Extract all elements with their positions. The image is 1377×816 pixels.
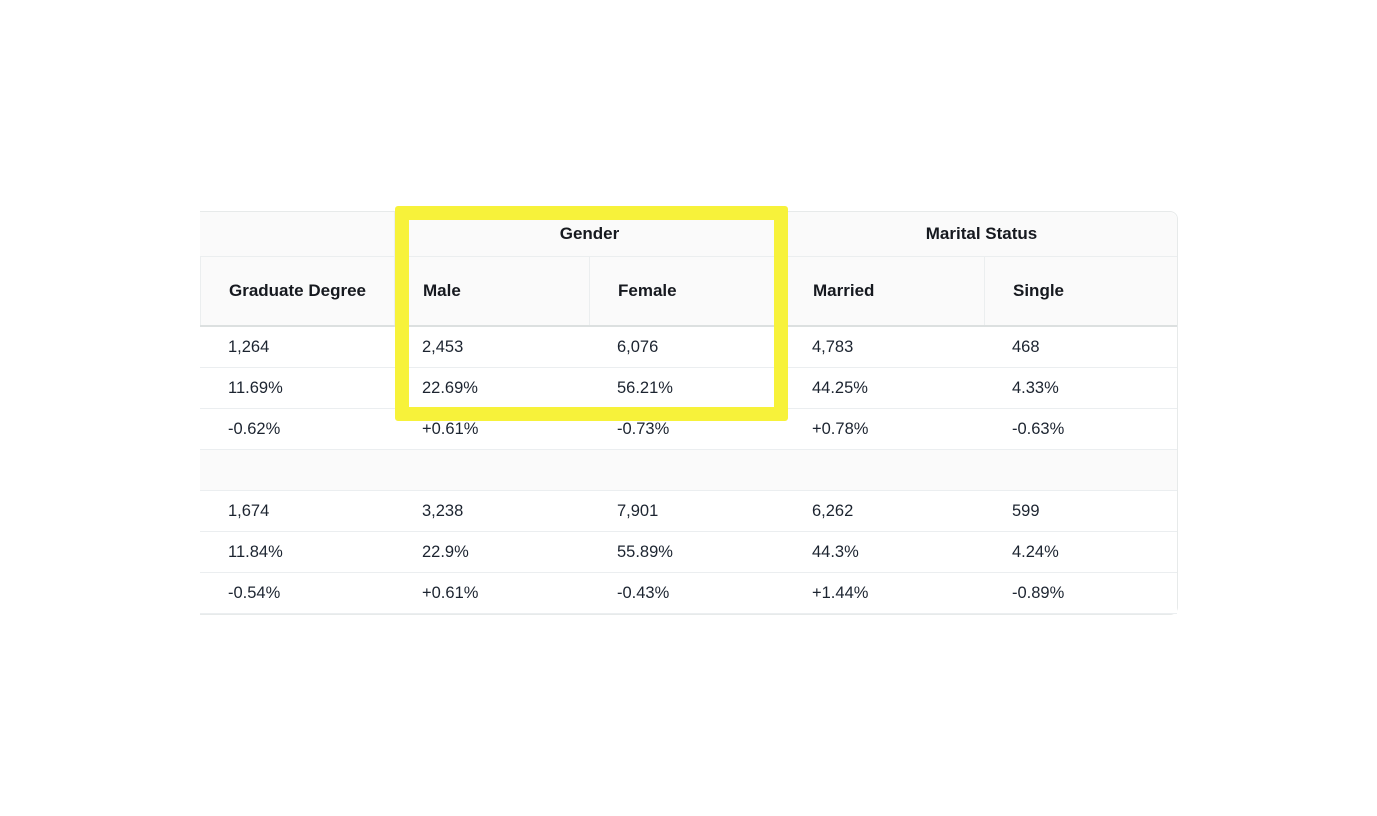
column-header-single: Single: [984, 257, 1178, 325]
group-header-marital-status-label: Marital Status: [925, 224, 1038, 243]
table-cell: 55.89%: [617, 542, 673, 561]
group-header-blank: [200, 212, 394, 256]
table-cell: -0.73%: [617, 419, 670, 438]
table-cell: 22.69%: [422, 378, 478, 397]
table-cell: 11.84%: [228, 542, 283, 561]
table-cell: -0.54%: [228, 583, 281, 602]
table-cell: 2,453: [422, 337, 464, 356]
table-row: 11.84% 22.9% 55.89% 44.3% 4.24%: [200, 532, 1177, 573]
table-cell: 1,674: [228, 501, 270, 520]
table-cell: 22.9%: [422, 542, 469, 561]
pivot-table: Gender Marital Status Graduate Degree Ma…: [200, 211, 1178, 615]
column-header-male: Male: [394, 257, 589, 325]
table-cell: +0.61%: [422, 419, 479, 438]
table-cell: -0.43%: [617, 583, 670, 602]
table-cell: 6,076: [617, 337, 659, 356]
table-row: 1,674 3,238 7,901 6,262 599: [200, 491, 1177, 532]
table-cell: 599: [1012, 501, 1040, 520]
table-row: -0.54% +0.61% -0.43% +1.44% -0.89%: [200, 573, 1177, 614]
table-cell: 3,238: [422, 501, 464, 520]
table-cell: +0.61%: [422, 583, 479, 602]
table-cell: 56.21%: [617, 378, 673, 397]
table-cell: 4.24%: [1012, 542, 1059, 561]
table-cell: 468: [1012, 337, 1040, 356]
table-group-header-row: Gender Marital Status: [200, 212, 1177, 257]
column-header-female: Female: [589, 257, 784, 325]
group-header-gender-label: Gender: [559, 224, 620, 243]
table-cell: 6,262: [812, 501, 854, 520]
table-row: -0.62% +0.61% -0.73% +0.78% -0.63%: [200, 409, 1177, 450]
table-cell: -0.63%: [1012, 419, 1065, 438]
table-cell: 7,901: [617, 501, 659, 520]
table-cell: -0.62%: [228, 419, 281, 438]
table-body: 1,264 2,453 6,076 4,783 468 11.69% 22.69% 56.21…: [200, 327, 1177, 614]
table-cell: 4.33%: [1012, 378, 1059, 397]
table-cell: 44.25%: [812, 378, 868, 397]
table-cell: 44.3%: [812, 542, 859, 561]
table-spacer-row: [200, 450, 1177, 491]
table-column-header-row: Graduate Degree Male Female Married Sing…: [200, 257, 1177, 327]
table-row: 1,264 2,453 6,076 4,783 468: [200, 327, 1177, 368]
table-cell: 11.69%: [228, 378, 283, 397]
table-cell: 4,783: [812, 337, 854, 356]
column-header-married: Married: [784, 257, 984, 325]
table-cell: 1,264: [228, 337, 270, 356]
table-cell: +0.78%: [812, 419, 869, 438]
column-header-graduate-degree: Graduate Degree: [200, 257, 394, 325]
group-header-marital-status: Marital Status: [784, 212, 1178, 256]
table-cell: -0.89%: [1012, 583, 1065, 602]
group-header-gender: Gender: [394, 212, 784, 256]
table-row: 11.69% 22.69% 56.21% 44.25% 4.33%: [200, 368, 1177, 409]
table-cell: +1.44%: [812, 583, 869, 602]
